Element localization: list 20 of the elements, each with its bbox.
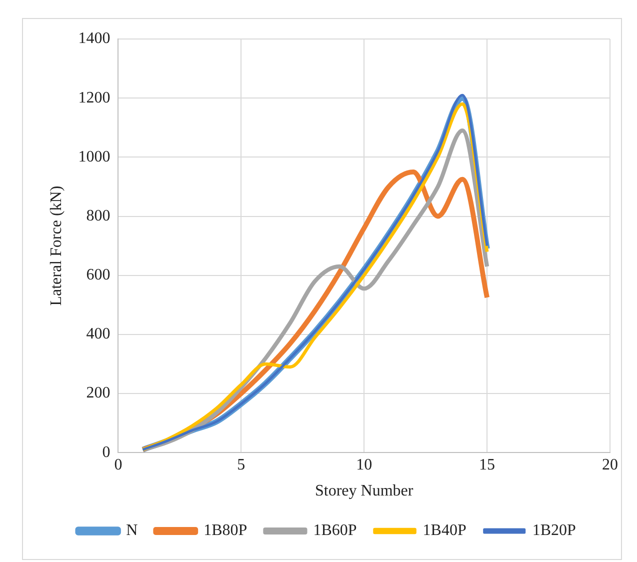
x-tick-label: 10 bbox=[356, 456, 372, 474]
legend-label: 1B40P bbox=[422, 522, 466, 540]
y-tick-label: 1000 bbox=[78, 148, 110, 166]
legend-label: 1B20P bbox=[532, 522, 576, 540]
x-tick-label: 20 bbox=[602, 456, 618, 474]
y-tick-label: 400 bbox=[86, 326, 110, 343]
legend-label: 1B60P bbox=[313, 522, 357, 540]
x-tick-label: 5 bbox=[237, 456, 246, 474]
x-tick-label: 0 bbox=[114, 456, 122, 474]
x-axis-title: Storey Number bbox=[315, 482, 414, 500]
x-tick-label: 15 bbox=[479, 456, 496, 474]
y-axis-title: Lateral Force (kN) bbox=[48, 186, 65, 306]
y-tick-label: 800 bbox=[86, 207, 110, 224]
legend-label: 1B80P bbox=[204, 522, 248, 540]
y-tick-label: 1400 bbox=[78, 30, 110, 48]
legend-label: N bbox=[126, 522, 138, 540]
y-tick-label: 1200 bbox=[78, 89, 110, 106]
y-tick-label: 600 bbox=[86, 266, 110, 284]
y-tick-label: 0 bbox=[102, 444, 110, 461]
y-tick-label: 200 bbox=[86, 384, 110, 402]
